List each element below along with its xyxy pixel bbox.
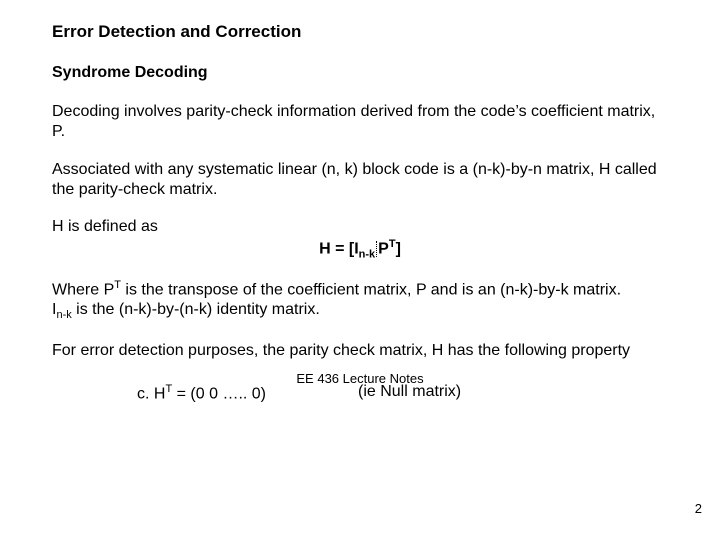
text: c. H — [137, 385, 165, 402]
page-title: Error Detection and Correction — [52, 22, 668, 42]
formula-block: H is defined as H = [In-kPT] — [52, 218, 668, 261]
paragraph-3: Where PT is the transpose of the coeffic… — [52, 279, 668, 323]
subscript: n-k — [56, 309, 71, 321]
equation-right: (ie Null matrix) — [358, 383, 461, 401]
formula-text: P — [378, 240, 389, 257]
text: is the transpose of the coefficient matr… — [121, 281, 621, 298]
text: Where P — [52, 281, 114, 298]
text: is the (n-k)-by-(n-k) identity matrix. — [72, 301, 320, 318]
matrix-separator-icon — [376, 241, 377, 257]
equation-row: c. HT = (0 0 ….. 0) EE 436 Lecture Notes… — [52, 379, 668, 409]
paragraph-4: For error detection purposes, the parity… — [52, 341, 668, 361]
formula-text: H = [I — [319, 240, 359, 257]
formula-subscript: n-k — [359, 249, 376, 261]
formula-superscript: T — [389, 238, 396, 250]
formula-text: ] — [396, 240, 401, 257]
text: = (0 0 ….. 0) — [172, 385, 266, 402]
superscript: T — [114, 279, 121, 291]
page-number: 2 — [695, 501, 702, 516]
slide-page: Error Detection and Correction Syndrome … — [0, 0, 720, 540]
formula-h-definition: H = [In-kPT] — [52, 238, 668, 261]
equation-left: c. HT = (0 0 ….. 0) — [137, 383, 266, 403]
formula-label: H is defined as — [52, 218, 668, 236]
paragraph-2: Associated with any systematic linear (n… — [52, 160, 668, 200]
section-heading: Syndrome Decoding — [52, 64, 668, 82]
paragraph-1: Decoding involves parity-check informati… — [52, 102, 668, 142]
